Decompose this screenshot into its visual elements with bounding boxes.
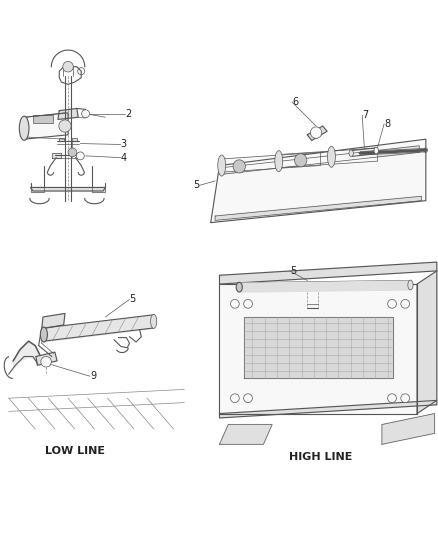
Text: 5: 5 [129,294,135,304]
Polygon shape [36,352,57,365]
Circle shape [243,394,252,402]
Circle shape [78,68,85,75]
Circle shape [76,152,84,160]
Polygon shape [215,196,420,221]
Bar [33,115,53,123]
Polygon shape [350,148,376,156]
Text: 5: 5 [289,266,295,276]
Ellipse shape [150,314,156,328]
Polygon shape [92,188,105,192]
Circle shape [387,394,396,402]
Ellipse shape [19,116,29,140]
Circle shape [230,300,239,308]
Text: HIGH LINE: HIGH LINE [288,453,351,463]
Circle shape [41,357,51,367]
Ellipse shape [348,150,353,157]
Polygon shape [24,113,68,139]
Circle shape [63,61,73,72]
Text: 2: 2 [125,109,131,119]
Circle shape [243,300,252,308]
Ellipse shape [274,151,282,172]
Polygon shape [221,152,320,172]
Polygon shape [219,284,416,414]
Text: 3: 3 [120,140,127,149]
Text: 6: 6 [291,97,297,107]
Ellipse shape [40,327,47,342]
Ellipse shape [407,280,412,290]
Polygon shape [219,262,436,284]
Text: LOW LINE: LOW LINE [45,446,104,456]
Circle shape [400,394,409,402]
Ellipse shape [217,155,225,176]
Polygon shape [221,146,418,174]
Ellipse shape [236,282,242,292]
Ellipse shape [327,146,335,167]
Circle shape [387,300,396,308]
Text: 5: 5 [193,180,199,190]
Circle shape [400,300,409,308]
Polygon shape [31,188,105,191]
Polygon shape [307,126,326,141]
Circle shape [230,394,239,402]
Circle shape [310,127,321,138]
Text: 4: 4 [120,152,127,163]
Polygon shape [219,400,436,418]
Text: 9: 9 [90,372,96,381]
Polygon shape [416,271,436,414]
Circle shape [81,110,89,118]
Ellipse shape [373,147,378,154]
Ellipse shape [294,154,306,167]
Text: 7: 7 [361,110,367,120]
Polygon shape [59,138,64,141]
Circle shape [68,148,77,157]
Polygon shape [42,313,65,329]
Polygon shape [52,154,60,158]
Polygon shape [243,317,392,378]
Polygon shape [219,425,272,445]
Polygon shape [72,138,77,141]
Polygon shape [278,148,377,168]
Polygon shape [58,108,78,119]
Polygon shape [31,188,44,192]
Circle shape [59,120,71,132]
Ellipse shape [233,160,245,173]
Polygon shape [381,414,434,445]
Text: 8: 8 [383,119,389,129]
Polygon shape [210,139,425,223]
Ellipse shape [423,148,427,152]
